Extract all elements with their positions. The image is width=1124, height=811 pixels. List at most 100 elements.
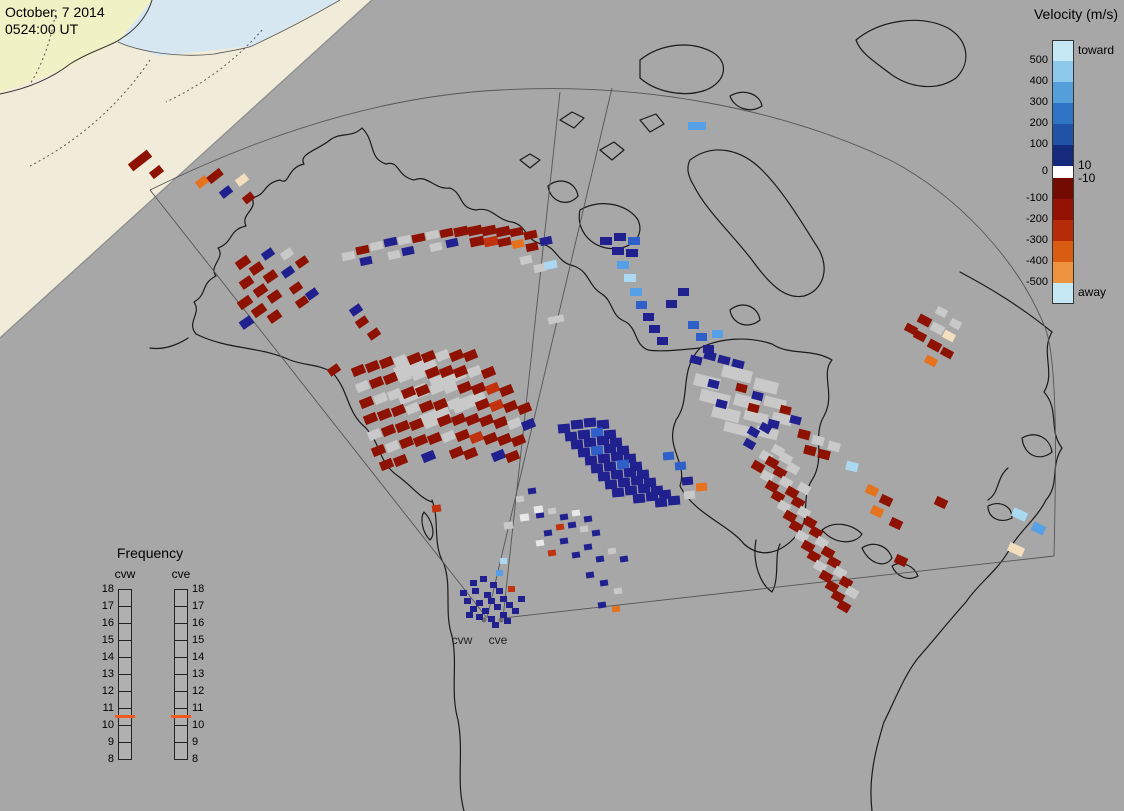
scatter-cell xyxy=(238,315,255,330)
time-label: 0524:00 UT xyxy=(5,21,79,37)
frequency-legend: Frequency cvw 18 17 16 15 14 13 12 11 10 9 8 cve 18 17… xyxy=(90,545,220,775)
scatter-cell xyxy=(597,601,607,609)
scatter-cell xyxy=(387,249,401,261)
scatter-cell xyxy=(555,523,565,531)
scatter-cell xyxy=(864,483,880,498)
scatter-cell xyxy=(470,606,477,612)
scatter-cell xyxy=(362,411,379,426)
scatter-cell xyxy=(490,448,507,463)
scatter-cell xyxy=(559,537,569,545)
scatter-cell xyxy=(498,383,515,398)
scatter-cell xyxy=(723,421,751,437)
scatter-cell xyxy=(488,598,495,604)
scatter-cell xyxy=(1030,521,1047,536)
scatter-cell xyxy=(688,321,699,329)
frequency-tick-label: 11 xyxy=(102,702,114,714)
scatter-cell xyxy=(933,495,949,510)
offmap-coastline xyxy=(0,0,153,95)
scatter-cell xyxy=(585,571,595,579)
scatter-cell xyxy=(488,398,505,413)
scatter-cell xyxy=(657,337,668,345)
scatter-cell xyxy=(1010,507,1029,522)
scatter-cell xyxy=(649,325,660,333)
frequency-tick-label: 8 xyxy=(192,753,199,765)
scatter-cell xyxy=(372,391,389,406)
graticule-dotted-lines xyxy=(29,9,263,167)
scatter-cell xyxy=(559,513,569,521)
scatter-cell xyxy=(348,303,364,317)
scatter-cell xyxy=(450,412,467,427)
radar-dot-cve xyxy=(498,617,504,623)
scatter-cell xyxy=(434,348,451,363)
scatter-cell xyxy=(695,482,708,492)
scatter-cell xyxy=(425,229,440,241)
scatter-cell xyxy=(469,235,485,248)
frequency-bar-tick xyxy=(174,640,188,641)
scatter-cell xyxy=(401,245,415,257)
scatter-cell xyxy=(496,570,503,576)
scatter-cell xyxy=(266,289,283,304)
colorbar-tick-label: 0 xyxy=(1041,165,1048,177)
scatter-cell xyxy=(666,300,677,308)
scatter-cell xyxy=(350,363,367,378)
colorbar-side-label: 10 xyxy=(1078,158,1092,172)
scatter-cell xyxy=(250,302,268,319)
scatter-cell xyxy=(869,504,885,519)
scatter-cell xyxy=(878,493,894,508)
scatter-cell xyxy=(260,247,276,261)
scatter-cell xyxy=(817,448,831,461)
scatter-cell xyxy=(512,608,519,614)
frequency-bar-tick xyxy=(174,691,188,692)
scatter-cell xyxy=(439,227,454,239)
scatter-cell xyxy=(626,249,638,257)
frequency-bar-tick xyxy=(174,606,188,607)
frequency-tick-label: 11 xyxy=(192,702,204,714)
scatter-cell xyxy=(688,122,706,130)
scatter-cell xyxy=(206,167,224,185)
scatter-cell xyxy=(366,327,382,341)
scatter-cell xyxy=(488,616,495,622)
scatter-cell xyxy=(509,226,524,238)
scatter-cell xyxy=(836,599,852,614)
scatter-cell xyxy=(288,281,304,295)
frequency-legend-title: Frequency xyxy=(116,545,184,561)
scatter-cell xyxy=(803,444,817,457)
scatter-cell xyxy=(547,507,557,515)
scatter-cell xyxy=(368,375,385,390)
colorbar-side-label: -10 xyxy=(1078,171,1096,185)
offmap-sea-edge xyxy=(117,0,341,56)
scatter-cell xyxy=(583,515,593,523)
scatter-cell xyxy=(466,364,483,379)
scatter-cell xyxy=(366,427,383,442)
scatter-cell xyxy=(519,513,530,522)
scatter-cell xyxy=(482,608,489,614)
scatter-cell xyxy=(674,461,687,471)
scatter-cell xyxy=(934,305,949,319)
colorbar-segment xyxy=(1053,82,1073,103)
scatter-cell xyxy=(445,237,459,249)
frequency-tick-label: 16 xyxy=(192,617,205,629)
scatter-cell xyxy=(696,333,707,341)
colorbar-tick-label: -100 xyxy=(1025,192,1048,204)
scatter-cell xyxy=(456,380,473,395)
colorbar-segment xyxy=(1053,283,1073,303)
scatter-cell xyxy=(539,235,553,247)
scatter-cell xyxy=(797,428,811,441)
frequency-tick-label: 9 xyxy=(192,736,199,748)
colorbar-segment xyxy=(1053,220,1073,241)
scatter-cell xyxy=(689,354,703,366)
scatter-cell xyxy=(262,269,279,284)
frequency-tick-label: 15 xyxy=(192,634,205,646)
colorbar-segment xyxy=(1053,166,1073,178)
colorbar-tick-label: -500 xyxy=(1025,276,1048,288)
scatter-cell xyxy=(431,504,442,513)
scatter-cell xyxy=(482,431,499,446)
scatter-cell xyxy=(369,240,384,252)
scatter-cell xyxy=(939,346,955,360)
scatter-cell xyxy=(411,232,426,244)
frequency-column-label: cvw xyxy=(114,567,136,581)
scatter-cell xyxy=(742,437,757,451)
scatter-cell xyxy=(888,516,904,531)
scatter-cell xyxy=(518,596,525,602)
scatter-cell xyxy=(378,457,395,472)
